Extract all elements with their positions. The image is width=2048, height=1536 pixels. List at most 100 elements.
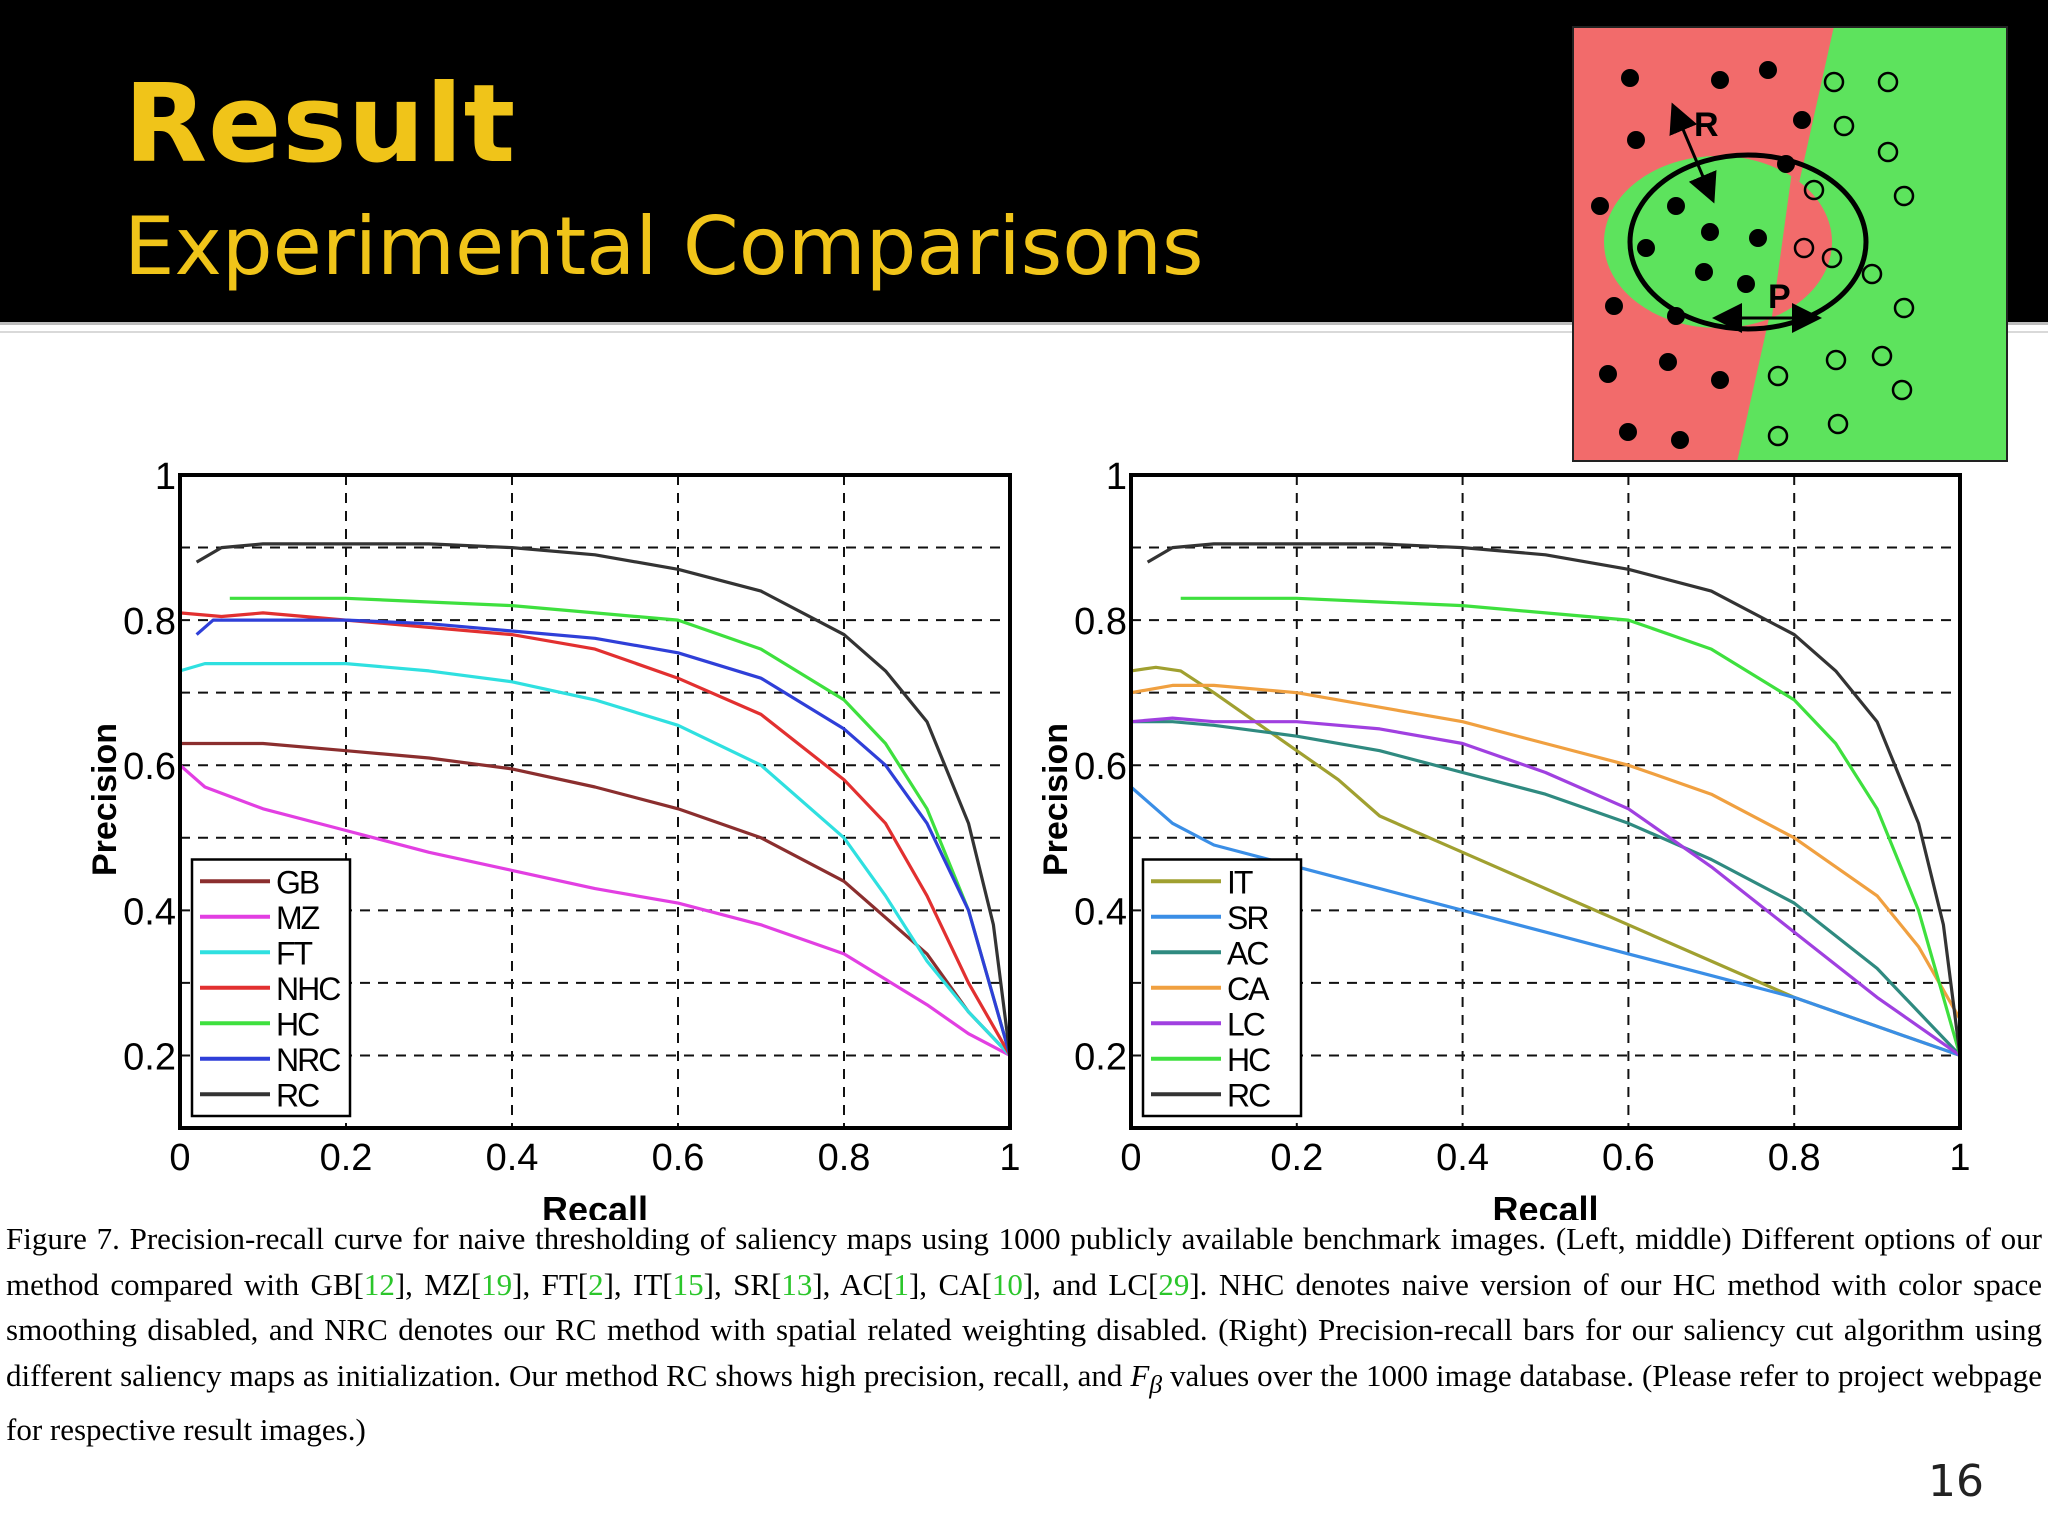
y-tick-label: 0.2 bbox=[1074, 1036, 1127, 1078]
legend-label: LC bbox=[1227, 1006, 1265, 1042]
y-tick-label: 0.8 bbox=[1074, 601, 1127, 643]
x-tick-label: 0.2 bbox=[1270, 1137, 1323, 1179]
y-tick-label: 0.2 bbox=[123, 1036, 176, 1078]
x-tick-label: 1 bbox=[1949, 1137, 1970, 1179]
legend-label: MZ bbox=[276, 900, 320, 936]
header-divider-thin bbox=[0, 331, 2048, 333]
citation-ca[interactable]: 10 bbox=[991, 1266, 1023, 1302]
header-divider bbox=[0, 322, 2048, 325]
open-point bbox=[1861, 263, 1883, 285]
r-arrow bbox=[1669, 102, 1717, 204]
filled-point bbox=[1671, 431, 1689, 449]
citation-ac[interactable]: 1 bbox=[893, 1266, 909, 1302]
caption-text: ], FT[ bbox=[512, 1266, 589, 1302]
open-point bbox=[1825, 349, 1847, 371]
slide-title: Result bbox=[124, 62, 517, 187]
y-axis-label: Precision bbox=[86, 723, 124, 876]
legend-label: IT bbox=[1227, 864, 1253, 900]
plot-frame bbox=[178, 473, 1012, 1130]
caption-text: ], CA[ bbox=[908, 1266, 992, 1302]
open-point bbox=[1821, 247, 1843, 269]
series-line-nrc bbox=[195, 618, 1012, 1056]
filled-point bbox=[1737, 275, 1755, 293]
series-line-lc bbox=[1130, 716, 1961, 1057]
charts-area: 0 0.2 0.4 0.6 0.8 1 0.2 0.4 0.6 0.8 1 Recall Precisi… bbox=[86, 456, 1971, 1220]
x-tick-label: 0.6 bbox=[1602, 1137, 1655, 1179]
legend-label: CA bbox=[1227, 971, 1270, 1007]
filled-point bbox=[1605, 297, 1623, 315]
legend-label: AC bbox=[1227, 935, 1268, 971]
chart-right: 0 0.2 0.4 0.6 0.8 1 0.2 0.4 0.6 0.8 1 Recall Precisi… bbox=[1037, 456, 1971, 1220]
f-beta-symbol: F bbox=[1130, 1357, 1150, 1393]
filled-point bbox=[1711, 71, 1729, 89]
caption-text: ], AC[ bbox=[812, 1266, 894, 1302]
open-point bbox=[1877, 141, 1899, 163]
filled-point bbox=[1749, 229, 1767, 247]
open-point bbox=[1793, 237, 1815, 259]
series-line-rc bbox=[1146, 542, 1962, 1056]
y-tick-label: 1 bbox=[155, 456, 176, 498]
open-point bbox=[1893, 185, 1915, 207]
series-line-hc bbox=[229, 596, 1012, 1056]
slide-subtitle: Experimental Comparisons bbox=[124, 200, 1204, 293]
open-point bbox=[1823, 71, 1845, 93]
r-label: R bbox=[1694, 106, 1719, 144]
open-point bbox=[1877, 71, 1899, 93]
filled-point bbox=[1621, 69, 1639, 87]
citation-it[interactable]: 15 bbox=[672, 1266, 704, 1302]
x-tick-label: 0.4 bbox=[486, 1137, 539, 1179]
series-line-ft bbox=[179, 662, 1012, 1057]
filled-point bbox=[1619, 423, 1637, 441]
filled-point bbox=[1701, 223, 1719, 241]
y-axis-label: Precision bbox=[1037, 723, 1075, 876]
legend-label: RC bbox=[1227, 1077, 1270, 1113]
caption-text: ], MZ[ bbox=[394, 1266, 482, 1302]
series-line-rc bbox=[195, 542, 1012, 1056]
x-tick-label: 0 bbox=[169, 1137, 190, 1179]
plot-frame bbox=[1129, 473, 1962, 1130]
y-tick-label: 1 bbox=[1106, 456, 1127, 498]
y-tick-label: 0.4 bbox=[1074, 891, 1127, 933]
x-axis-label: Recall bbox=[1492, 1189, 1598, 1220]
series-line-ac bbox=[1131, 720, 1962, 1057]
caption-text: values over the 1000 image database. (Pl… bbox=[6, 1357, 2042, 1448]
x-tick-label: 0 bbox=[1120, 1137, 1141, 1179]
filled-point bbox=[1591, 197, 1609, 215]
legend-label: FT bbox=[276, 935, 313, 971]
filled-point bbox=[1667, 197, 1685, 215]
open-point bbox=[1803, 179, 1825, 201]
series-line-gb bbox=[180, 741, 1012, 1057]
citation-lc[interactable]: 29 bbox=[1158, 1266, 1190, 1302]
x-tick-label: 1 bbox=[999, 1137, 1020, 1179]
caption-text: ], IT[ bbox=[603, 1266, 673, 1302]
page-number: 16 bbox=[1928, 1456, 1984, 1507]
open-point bbox=[1767, 425, 1789, 447]
open-point bbox=[1871, 345, 1893, 367]
legend-label: NHC bbox=[276, 971, 340, 1007]
filled-dots bbox=[1591, 61, 1811, 449]
legend-label: RC bbox=[276, 1077, 319, 1113]
citation-ft[interactable]: 2 bbox=[588, 1266, 604, 1302]
legend-label: HC bbox=[276, 1006, 319, 1042]
y-tick-label: 0.4 bbox=[123, 891, 176, 933]
y-tick-label: 0.6 bbox=[123, 746, 176, 788]
caption-text: ], SR[ bbox=[703, 1266, 782, 1302]
legend-label: GB bbox=[276, 864, 319, 900]
y-tick-label: 0.8 bbox=[123, 601, 176, 643]
caption-text: ], and LC[ bbox=[1022, 1266, 1159, 1302]
citation-mz[interactable]: 19 bbox=[481, 1266, 513, 1302]
citation-sr[interactable]: 13 bbox=[781, 1266, 813, 1302]
open-dots bbox=[1767, 71, 1915, 447]
filled-point bbox=[1793, 111, 1811, 129]
filled-point bbox=[1759, 61, 1777, 79]
filled-point bbox=[1627, 131, 1645, 149]
open-point bbox=[1767, 365, 1789, 387]
figure-caption: Figure 7. Precision-recall curve for nai… bbox=[6, 1216, 2042, 1453]
x-tick-label: 0.2 bbox=[320, 1137, 373, 1179]
citation-gb[interactable]: 12 bbox=[363, 1266, 395, 1302]
caption-text: Figure 7. Precision-recall curve for nai… bbox=[6, 1221, 2042, 1302]
filled-point bbox=[1667, 307, 1685, 325]
x-axis-label: Recall bbox=[542, 1189, 648, 1220]
